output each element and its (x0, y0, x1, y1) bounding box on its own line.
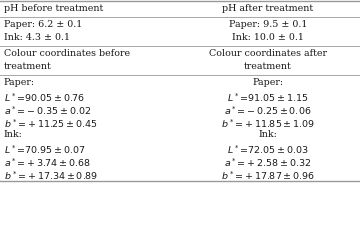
Text: Ink:: Ink: (4, 130, 23, 138)
Text: $a^*\!=\!-0.25\pm 0.06$: $a^*\!=\!-0.25\pm 0.06$ (224, 104, 312, 116)
Text: Ink:: Ink: (258, 130, 278, 138)
Text: Colour coordinates before: Colour coordinates before (4, 49, 130, 58)
Text: $b^*\!=\!+17.87\pm 0.96$: $b^*\!=\!+17.87\pm 0.96$ (221, 168, 315, 181)
Text: Colour coordinates after: Colour coordinates after (209, 49, 327, 58)
Text: Paper: 9.5 ± 0.1: Paper: 9.5 ± 0.1 (229, 20, 307, 29)
Text: $L^*\!=\!90.05\pm 0.76$: $L^*\!=\!90.05\pm 0.76$ (4, 91, 85, 103)
Text: Paper:: Paper: (4, 78, 35, 87)
Text: Ink: 4.3 ± 0.1: Ink: 4.3 ± 0.1 (4, 33, 70, 42)
Text: $b^*\!=\!+11.85\pm 1.09$: $b^*\!=\!+11.85\pm 1.09$ (221, 116, 315, 129)
Text: $a^*\!=\!-0.35\pm 0.02$: $a^*\!=\!-0.35\pm 0.02$ (4, 104, 91, 116)
Text: $L^*\!=\!91.05\pm 1.15$: $L^*\!=\!91.05\pm 1.15$ (227, 91, 309, 103)
Text: $a^*\!=\!+3.74\pm 0.68$: $a^*\!=\!+3.74\pm 0.68$ (4, 156, 91, 168)
Text: Paper:: Paper: (252, 78, 284, 87)
Text: pH after treatment: pH after treatment (222, 4, 314, 13)
Text: treatment: treatment (4, 62, 52, 71)
Text: $L^*\!=\!70.95\pm 0.07$: $L^*\!=\!70.95\pm 0.07$ (4, 142, 86, 155)
Text: Ink: 10.0 ± 0.1: Ink: 10.0 ± 0.1 (232, 33, 304, 42)
Text: pH before treatment: pH before treatment (4, 4, 103, 13)
Text: treatment: treatment (244, 62, 292, 71)
Text: $L^*\!=\!72.05\pm 0.03$: $L^*\!=\!72.05\pm 0.03$ (227, 142, 309, 155)
Text: $b^*\!=\!+11.25\pm 0.45$: $b^*\!=\!+11.25\pm 0.45$ (4, 116, 98, 129)
Text: Paper: 6.2 ± 0.1: Paper: 6.2 ± 0.1 (4, 20, 82, 29)
Text: $a^*\!=\!+2.58\pm 0.32$: $a^*\!=\!+2.58\pm 0.32$ (224, 156, 312, 168)
Text: $b^*\!=\!+17.34\pm 0.89$: $b^*\!=\!+17.34\pm 0.89$ (4, 168, 98, 181)
